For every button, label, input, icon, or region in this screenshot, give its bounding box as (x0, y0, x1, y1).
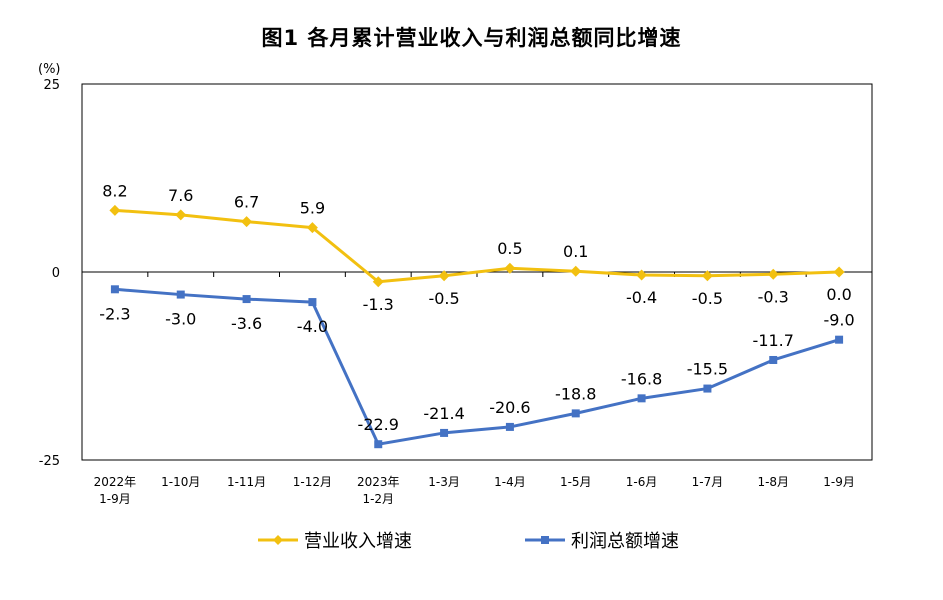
data-point-marker (767, 268, 779, 280)
data-point-marker (176, 290, 185, 299)
data-label: -21.4 (423, 404, 464, 423)
data-label: -4.0 (297, 317, 328, 336)
data-label: 5.9 (300, 199, 325, 218)
data-point-marker (504, 262, 516, 274)
data-point-marker (308, 298, 317, 307)
data-point-marker (505, 422, 514, 431)
data-point-marker (438, 270, 450, 282)
data-label: -9.0 (823, 311, 854, 330)
x-tick-label: 1-9月 (823, 475, 855, 489)
data-point-marker (571, 409, 580, 418)
x-tick-label: 1-11月 (227, 475, 266, 489)
x-tick-label: 2022年 (94, 475, 137, 489)
data-point-marker (570, 265, 582, 277)
data-point-marker (637, 394, 646, 403)
data-label: 6.7 (234, 193, 259, 212)
data-label: 8.2 (102, 181, 127, 200)
legend-label: 利润总额增速 (571, 531, 679, 552)
data-point-marker (701, 270, 713, 282)
y-tick-label: 0 (52, 266, 60, 281)
data-point-marker (306, 222, 318, 234)
x-tick-label: 1-12月 (293, 475, 332, 489)
data-point-marker (703, 384, 712, 393)
data-label: -16.8 (621, 369, 662, 388)
x-tick-label: 1-2月 (362, 492, 394, 506)
series-line-1 (114, 208, 840, 284)
data-label: 7.6 (168, 186, 193, 205)
data-point-marker (835, 335, 844, 344)
data-point-marker (242, 295, 251, 304)
data-label: -15.5 (687, 360, 728, 379)
x-tick-label: 1-7月 (692, 475, 724, 489)
data-point-marker (110, 285, 119, 294)
data-point-marker (175, 209, 187, 221)
x-tick-label: 1-8月 (757, 475, 789, 489)
data-label: 0.1 (563, 242, 588, 261)
x-tick-label: 1-6月 (626, 475, 658, 489)
data-label: -2.3 (99, 304, 130, 323)
data-label: 0.5 (497, 239, 522, 258)
data-label: -3.0 (165, 310, 196, 329)
data-label: -0.5 (428, 289, 459, 308)
x-tick-label: 1-10月 (161, 475, 200, 489)
legend-marker (541, 536, 549, 544)
data-point-marker (372, 276, 384, 288)
data-label: -0.3 (758, 287, 789, 306)
x-tick-label: 1-4月 (494, 475, 526, 489)
data-label: -0.4 (626, 288, 657, 307)
y-tick-label: 25 (43, 78, 60, 93)
chart-title: 图1 各月累计营业收入与利润总额同比增速 (261, 26, 682, 50)
data-label: -1.3 (363, 295, 394, 314)
data-label: -3.6 (231, 314, 262, 333)
data-point-marker (109, 204, 121, 216)
data-label: 0.0 (826, 285, 851, 304)
data-point-marker (374, 440, 383, 449)
legend-label: 营业收入增速 (304, 531, 412, 552)
x-tick-label: 1-3月 (428, 475, 460, 489)
series-line-2 (114, 287, 840, 446)
data-point-marker (636, 269, 648, 281)
y-tick-label: -25 (39, 454, 60, 469)
data-label: -18.8 (555, 384, 596, 403)
data-label: -22.9 (358, 415, 399, 434)
data-point-marker (769, 355, 778, 364)
y-axis-unit: (%) (38, 62, 61, 77)
data-label: -0.5 (692, 289, 723, 308)
data-point-marker (833, 266, 845, 278)
legend-marker (273, 535, 283, 545)
data-label: -11.7 (753, 331, 794, 350)
x-tick-label: 1-9月 (99, 492, 131, 506)
data-point-marker (241, 216, 253, 228)
data-label: -20.6 (489, 398, 530, 417)
x-tick-label: 2023年 (357, 475, 400, 489)
data-point-marker (440, 428, 449, 437)
x-tick-label: 1-5月 (560, 475, 592, 489)
